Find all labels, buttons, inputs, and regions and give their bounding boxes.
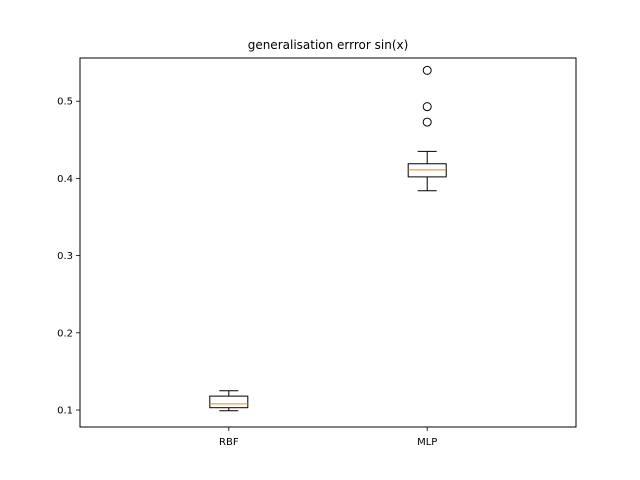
- y-tick-label: 0.2: [57, 328, 73, 339]
- chart-title: generalisation errror sin(x): [248, 38, 409, 52]
- box-rbf: [209, 395, 249, 409]
- plot-area: 0.1 0.2 0.3 0.4 0.5 RBF MLP: [57, 65, 447, 448]
- x-tick-label: RBF: [219, 437, 239, 448]
- y-tick-label: 0.3: [57, 251, 73, 262]
- axes-frame: [79, 57, 577, 428]
- y-tick-label: 0.5: [57, 97, 73, 108]
- outlier-point: [422, 65, 432, 75]
- y-tick-label: 0.1: [57, 406, 73, 417]
- outlier-point: [422, 102, 432, 112]
- y-tick-label: 0.4: [57, 174, 73, 185]
- outlier-point: [422, 117, 432, 127]
- x-tick-label: MLP: [417, 437, 437, 448]
